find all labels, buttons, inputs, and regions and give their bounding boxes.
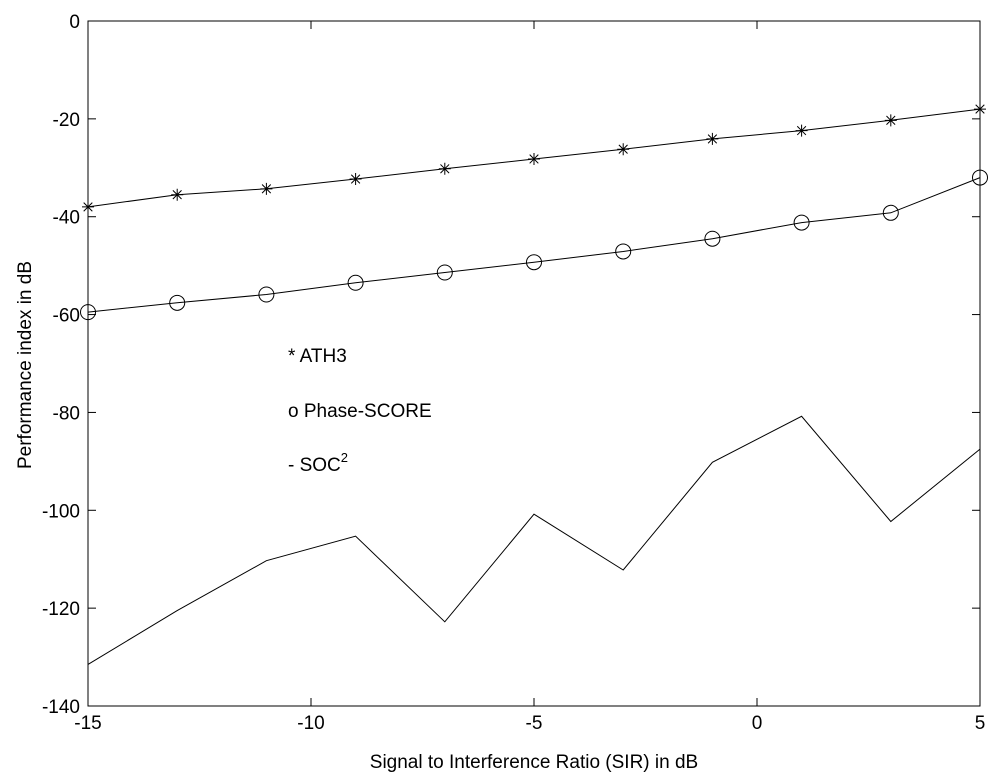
series-phase_score (80, 169, 988, 321)
data-point-circle (169, 294, 186, 311)
data-point-star (795, 124, 808, 137)
data-point-star (617, 143, 630, 156)
series-layer (80, 103, 988, 665)
y-tick-label: -60 (53, 306, 80, 327)
y-tick-label: -120 (42, 599, 80, 620)
legend-entry-soc2: - SOC2 (288, 450, 348, 476)
data-point-circle (526, 254, 542, 271)
data-point-star (82, 200, 94, 213)
x-axis: -15 -10 -5 0 5 (74, 21, 985, 734)
data-point-star (706, 132, 719, 145)
y-tick-label: 0 (69, 12, 80, 33)
series-line-soc2 (87, 415, 981, 665)
data-point-circle (436, 264, 453, 281)
data-point-circle (972, 169, 988, 186)
y-axis: 0 -20 -40 -60 -80 -100 -120 -140 (42, 12, 980, 718)
series-ath3 (82, 103, 986, 213)
data-point-circle (704, 230, 721, 247)
y-axis-title: Performance index in dB (15, 261, 36, 469)
data-point-circle (793, 214, 810, 231)
y-tick-label: -20 (53, 110, 80, 131)
series-line-phase_score (87, 177, 981, 313)
y-tick-label: -40 (53, 208, 80, 229)
legend-label-ath3: ATH3 (300, 346, 347, 367)
data-point-star (349, 173, 362, 186)
y-tick-label: -80 (53, 403, 80, 424)
data-point-circle (258, 286, 275, 303)
y-tick-label: -140 (42, 697, 80, 718)
x-tick-label: -15 (74, 713, 101, 734)
legend-label-soc: SOC (300, 455, 341, 476)
legend: * ATH3 o Phase-SCORE - SOC2 (288, 346, 432, 476)
data-point-circle (615, 243, 632, 260)
data-point-star (528, 152, 540, 165)
x-tick-label: 0 (752, 713, 763, 734)
series-soc2 (87, 415, 981, 665)
data-point-star (260, 182, 273, 195)
legend-marker-circle: o (288, 401, 304, 422)
plot-area (87, 20, 981, 707)
data-point-star (171, 188, 184, 201)
legend-entry-ath3: * ATH3 (288, 346, 347, 367)
legend-marker-star: * (288, 346, 300, 367)
y-tick-label: -100 (42, 501, 80, 522)
x-tick-label: 5 (975, 713, 986, 734)
x-tick-label: -10 (297, 713, 324, 734)
legend-label-phase-score: Phase-SCORE (304, 401, 432, 422)
data-point-circle (80, 304, 96, 321)
data-point-star (438, 162, 451, 175)
data-point-circle (347, 274, 364, 291)
x-axis-title: Signal to Interference Ratio (SIR) in dB (370, 752, 698, 773)
legend-entry-phase-score: o Phase-SCORE (288, 401, 432, 422)
data-point-star (884, 114, 897, 127)
x-tick-label: -5 (526, 713, 543, 734)
data-point-star (974, 103, 986, 116)
legend-marker-dash: - (288, 455, 300, 476)
data-point-circle (882, 204, 899, 221)
legend-superscript: 2 (341, 450, 348, 465)
